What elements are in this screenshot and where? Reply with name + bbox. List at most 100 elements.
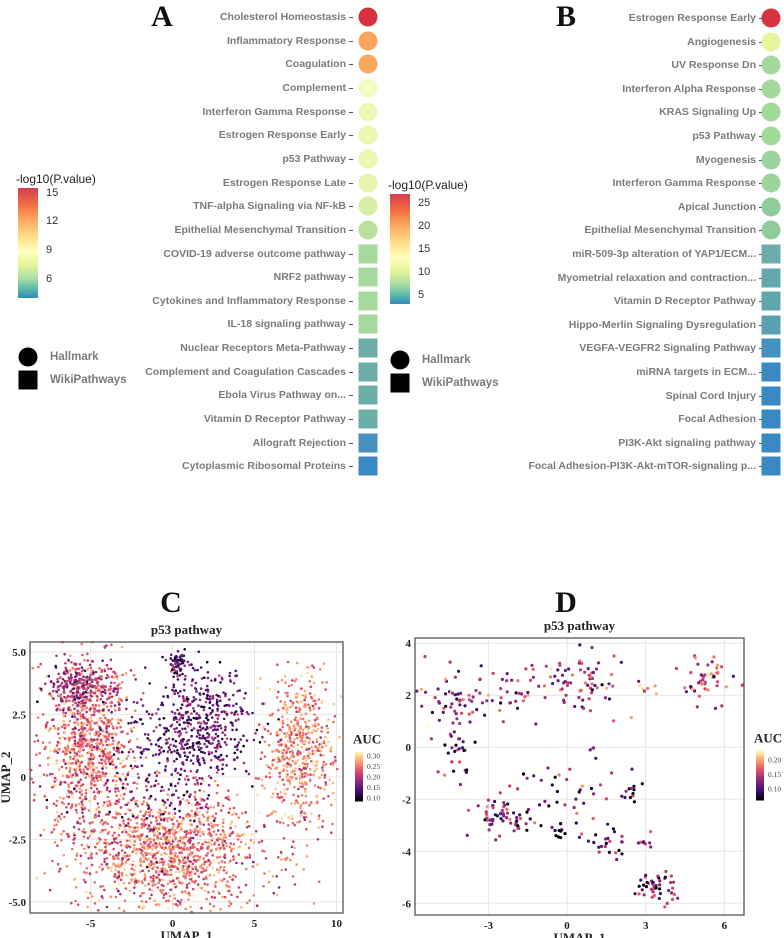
data-point [292, 793, 295, 797]
data-point [117, 721, 120, 725]
data-point [80, 771, 83, 774]
data-point [151, 815, 155, 818]
data-point [589, 675, 593, 679]
data-point [298, 708, 302, 711]
data-point [126, 773, 130, 776]
data-point [506, 811, 510, 815]
data-point [317, 749, 321, 753]
data-point [198, 827, 202, 831]
data-point [189, 723, 192, 726]
data-point [106, 719, 109, 722]
data-point [90, 740, 94, 743]
data-point [124, 830, 128, 834]
data-point [207, 815, 211, 818]
data-point [108, 810, 111, 814]
data-point [162, 812, 165, 816]
data-point [107, 813, 110, 816]
data-point [233, 711, 237, 714]
x-tick-label: 0 [170, 918, 176, 930]
data-point [91, 895, 94, 898]
data-point [187, 801, 191, 805]
data-point [155, 845, 159, 848]
data-point [163, 847, 166, 851]
term-label: Estrogen Response Early [218, 129, 346, 142]
data-point [328, 778, 331, 782]
data-point [173, 727, 176, 731]
data-point [191, 862, 195, 866]
data-point [60, 832, 63, 836]
data-point [57, 685, 60, 688]
data-point [160, 891, 164, 894]
hallmark-dot [761, 79, 781, 99]
data-point [308, 820, 312, 823]
data-point [533, 821, 537, 825]
data-point [218, 849, 221, 853]
data-point [187, 778, 190, 781]
data-point [162, 717, 166, 720]
data-point [116, 684, 119, 688]
data-point [611, 827, 615, 831]
data-point [213, 728, 217, 731]
data-point [518, 813, 522, 817]
hallmark-dot [761, 8, 781, 28]
data-point [258, 723, 261, 726]
data-point [129, 842, 133, 846]
data-point [706, 663, 710, 667]
data-point [71, 727, 75, 731]
data-point [181, 727, 184, 731]
data-point [179, 690, 182, 693]
data-point [235, 674, 238, 677]
data-point [315, 717, 319, 721]
term-label: IL-18 signaling pathway [227, 318, 346, 331]
data-point [706, 688, 710, 692]
data-point [228, 704, 231, 708]
data-point [172, 703, 175, 706]
data-point [612, 654, 616, 658]
data-point [425, 724, 429, 728]
data-point [313, 770, 317, 773]
data-point [61, 708, 65, 712]
axis-tick [759, 442, 763, 444]
data-point [258, 741, 262, 744]
term-label: Estrogen Response Early [628, 12, 756, 24]
data-point [212, 905, 216, 908]
data-point [213, 679, 217, 682]
data-point [168, 846, 171, 850]
data-point [574, 821, 578, 825]
data-point [246, 820, 249, 824]
data-point [175, 751, 179, 755]
data-point [158, 879, 162, 882]
data-point [64, 781, 67, 784]
data-point [54, 664, 57, 668]
data-point [206, 797, 209, 800]
data-point [120, 849, 124, 852]
data-point [594, 667, 599, 671]
data-point [205, 745, 208, 748]
data-point [312, 666, 316, 669]
data-point [260, 839, 264, 843]
data-point [248, 899, 251, 902]
data-point [54, 749, 58, 753]
data-point [280, 858, 283, 861]
data-point [236, 756, 239, 759]
data-point [133, 829, 136, 833]
data-point [183, 754, 187, 758]
data-point [326, 731, 330, 734]
data-point [113, 709, 117, 712]
data-point [72, 825, 76, 829]
data-point [657, 896, 661, 901]
data-point [63, 772, 67, 776]
wikipathways-square [358, 409, 378, 429]
data-point [147, 882, 150, 886]
data-point [315, 738, 319, 741]
data-point [157, 708, 160, 711]
colorbar-tick-label: 0.15 [367, 783, 380, 792]
data-point [190, 684, 193, 687]
data-point [94, 670, 98, 674]
data-point [310, 731, 314, 735]
data-point [270, 812, 274, 815]
data-point [78, 768, 82, 772]
data-point [505, 672, 509, 676]
data-point [235, 793, 239, 797]
data-point [135, 821, 139, 825]
